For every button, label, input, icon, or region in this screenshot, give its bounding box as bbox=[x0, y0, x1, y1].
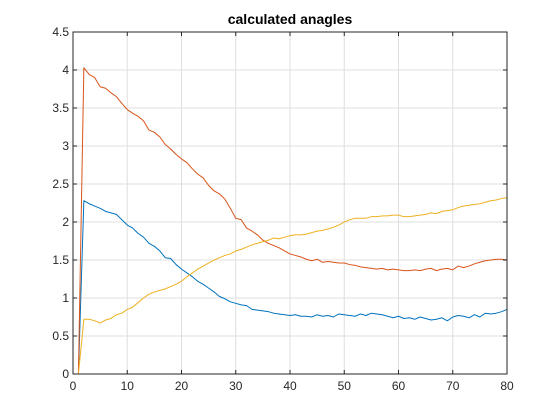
y-tick-label: 0 bbox=[62, 367, 69, 381]
series-line-3 bbox=[77, 197, 508, 375]
y-tick-label: 0.5 bbox=[52, 329, 69, 343]
x-tick-label: 20 bbox=[175, 379, 189, 393]
y-tick-label: 3.5 bbox=[52, 101, 69, 115]
x-tick-label: 50 bbox=[338, 379, 352, 393]
series-group bbox=[77, 67, 508, 375]
y-tick-label: 4 bbox=[62, 63, 69, 77]
y-tick-label: 4.5 bbox=[52, 25, 69, 39]
ticks: 0 10 20 30 40 50 60 70 80 0 0.5 1 1.5 2 2.5 3 3.5 4 4.5 bbox=[52, 25, 514, 393]
x-tick-label: 30 bbox=[229, 379, 243, 393]
x-tick-label: 40 bbox=[283, 379, 297, 393]
x-tick-label: 0 bbox=[70, 379, 77, 393]
y-tick-label: 2.5 bbox=[52, 177, 69, 191]
y-tick-label: 1 bbox=[62, 291, 69, 305]
x-tick-label: 10 bbox=[121, 379, 135, 393]
chart-title: calculated anagles bbox=[228, 11, 353, 27]
x-tick-label: 80 bbox=[500, 379, 514, 393]
series-line-2 bbox=[77, 67, 508, 375]
y-tick-label: 3 bbox=[62, 139, 69, 153]
y-tick-label: 2 bbox=[62, 215, 69, 229]
x-tick-label: 60 bbox=[392, 379, 406, 393]
series-line-1 bbox=[77, 200, 508, 375]
y-tick-label: 1.5 bbox=[52, 253, 69, 267]
x-tick-label: 70 bbox=[446, 379, 460, 393]
